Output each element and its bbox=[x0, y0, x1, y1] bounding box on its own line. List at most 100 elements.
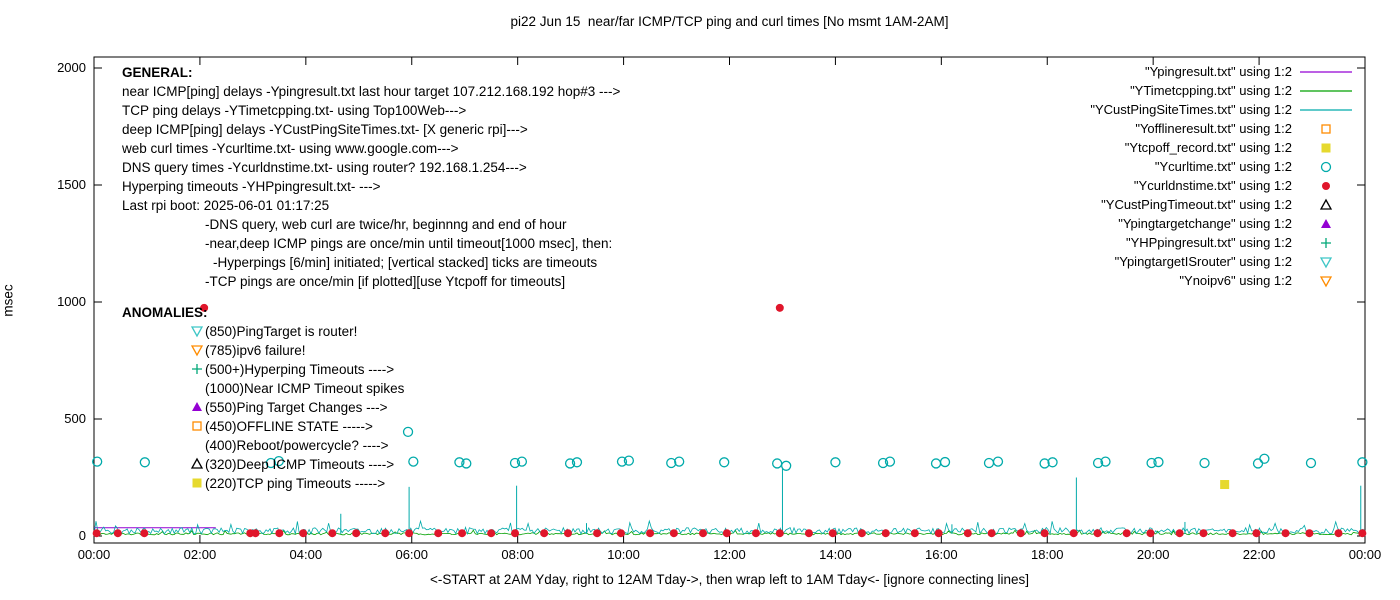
legend-label: "YpingtargetISrouter" using 1:2 bbox=[1115, 254, 1292, 269]
anomaly-label: (550)Ping Target Changes ---> bbox=[205, 400, 388, 415]
point-filled-circle bbox=[1199, 529, 1208, 538]
point-filled-circle bbox=[1040, 529, 1049, 538]
general-line: -TCP pings are once/min [if plotted][use… bbox=[205, 274, 565, 289]
legend-row: "Ycurldnstime.txt" using 1:2 bbox=[1134, 178, 1330, 193]
point-filled-circle bbox=[1358, 529, 1367, 538]
y-tick-label: 1000 bbox=[57, 294, 86, 309]
point-filled-circle bbox=[200, 303, 209, 312]
point-filled-circle bbox=[722, 529, 731, 538]
general-note: GENERAL: near ICMP[ping] delays -Ypingres… bbox=[121, 65, 621, 289]
series-points-4 bbox=[1220, 480, 1230, 490]
general-line: TCP ping delays -YTimetcpping.txt- using… bbox=[122, 103, 466, 118]
legend-sample-filled-triangle-up bbox=[1321, 219, 1331, 228]
x-tick-label: 04:00 bbox=[290, 547, 323, 562]
x-tick-label: 00:00 bbox=[1349, 547, 1382, 562]
point-filled-circle bbox=[299, 529, 308, 538]
point-open-circle bbox=[139, 457, 150, 468]
general-line: Hyperping timeouts -YHPpingresult.txt- -… bbox=[122, 179, 381, 194]
anomalies-note: ANOMALIES: (850)PingTarget is router! (785… bbox=[122, 305, 405, 491]
point-filled-circle bbox=[328, 529, 337, 538]
point-filled-square bbox=[1220, 480, 1230, 490]
point-open-circle bbox=[884, 456, 896, 467]
chart-title: pi22 Jun 15 near/far ICMP/TCP ping and c… bbox=[510, 14, 949, 29]
x-tick-label: 10:00 bbox=[607, 547, 640, 562]
point-filled-circle bbox=[828, 529, 837, 538]
point-open-circle bbox=[273, 455, 284, 467]
x-tick-label: 08:00 bbox=[501, 547, 534, 562]
point-filled-circle bbox=[113, 529, 122, 538]
legend-label: "Yofflineresult.txt" using 1:2 bbox=[1135, 121, 1292, 136]
point-open-circle bbox=[983, 457, 995, 469]
point-filled-circle bbox=[1016, 529, 1025, 538]
x-tick-label: 14:00 bbox=[819, 547, 852, 562]
point-filled-circle bbox=[881, 529, 890, 538]
point-open-circle bbox=[1357, 457, 1368, 468]
point-filled-circle bbox=[1305, 529, 1314, 538]
legend-sample-open-triangle-down bbox=[1319, 276, 1333, 288]
point-filled-circle bbox=[1281, 529, 1290, 538]
x-tick-label: 16:00 bbox=[925, 547, 958, 562]
anomalies-heading: ANOMALIES: bbox=[122, 305, 208, 320]
point-open-circle bbox=[408, 456, 419, 467]
point-filled-circle bbox=[1093, 529, 1102, 538]
point-open-circle bbox=[930, 458, 942, 469]
point-open-circle bbox=[1153, 456, 1164, 468]
point-filled-circle bbox=[751, 529, 760, 538]
point-open-circle bbox=[939, 456, 951, 468]
point-open-circle bbox=[666, 457, 677, 469]
general-line: deep ICMP[ping] delays -YCustPingSiteTim… bbox=[122, 122, 528, 137]
anomaly-label: (400)Reboot/powercycle? ----> bbox=[205, 438, 389, 453]
point-filled-circle bbox=[775, 529, 784, 538]
anomaly-marker-open-triangle-down bbox=[190, 345, 204, 357]
point-open-circle bbox=[1100, 456, 1111, 467]
point-filled-circle bbox=[934, 529, 943, 538]
legend-row: "YpingtargetISrouter" using 1:2 bbox=[1115, 254, 1333, 269]
anomaly-marker-filled-square bbox=[192, 478, 202, 488]
anomaly-marker-open-triangle-down bbox=[190, 326, 204, 338]
point-open-circle bbox=[1146, 457, 1157, 469]
point-open-circle bbox=[1092, 457, 1104, 469]
point-open-circle bbox=[509, 457, 521, 469]
legend-label: "YHPpingresult.txt" using 1:2 bbox=[1126, 235, 1292, 250]
legend-label: "Ynoipv6" using 1:2 bbox=[1179, 273, 1292, 288]
legend-sample-filled-circle bbox=[1322, 182, 1330, 190]
point-filled-circle bbox=[1252, 529, 1261, 538]
x-tick-label: 02:00 bbox=[184, 547, 217, 562]
general-line: DNS query times -Ycurldnstime.txt- using… bbox=[122, 160, 527, 175]
anomaly-marker-open-triangle-up bbox=[190, 457, 204, 469]
point-open-circle bbox=[830, 457, 841, 468]
legend-row: "Yofflineresult.txt" using 1:2 bbox=[1135, 121, 1331, 136]
anomaly-marker-filled-triangle-up bbox=[192, 402, 202, 411]
legend-row: "YHPpingresult.txt" using 1:2 bbox=[1126, 235, 1331, 250]
legend-row: "YCustPingSiteTimes.txt" using 1:2 bbox=[1090, 102, 1352, 117]
point-open-circle bbox=[877, 457, 889, 469]
legend-sample-open-triangle-up bbox=[1319, 198, 1333, 210]
y-tick-label: 0 bbox=[79, 528, 86, 543]
point-filled-circle bbox=[275, 529, 284, 538]
x-tick-label: 22:00 bbox=[1243, 547, 1276, 562]
anomaly-label: (320)Deep ICMP Timeouts ----> bbox=[205, 457, 394, 472]
point-filled-circle bbox=[963, 529, 972, 538]
legend-label: "Ypingresult.txt" using 1:2 bbox=[1145, 64, 1292, 79]
legend-label: "YCustPingTimeout.txt" using 1:2 bbox=[1101, 197, 1292, 212]
point-filled-circle bbox=[405, 529, 414, 538]
point-open-circle bbox=[1199, 457, 1210, 469]
legend-row: "Ycurltime.txt" using 1:2 bbox=[1155, 159, 1332, 174]
point-open-circle bbox=[454, 457, 465, 468]
point-filled-circle bbox=[251, 529, 260, 538]
point-open-circle bbox=[623, 455, 635, 466]
legend: "Ypingresult.txt" using 1:2 "YTimetcpping… bbox=[1090, 64, 1352, 288]
point-filled-circle bbox=[775, 303, 784, 312]
anomaly-label: (1000)Near ICMP Timeout spikes bbox=[205, 381, 405, 396]
point-filled-circle bbox=[511, 529, 520, 538]
point-open-circle bbox=[92, 456, 103, 467]
series-points-5 bbox=[92, 426, 1368, 471]
point-open-circle bbox=[1252, 458, 1264, 469]
y-tick-label: 500 bbox=[64, 411, 86, 426]
point-filled-circle bbox=[593, 529, 602, 538]
point-open-circle bbox=[616, 456, 628, 467]
point-filled-circle bbox=[92, 529, 101, 538]
legend-row: "Ypingtargetchange" using 1:2 bbox=[1118, 216, 1331, 231]
